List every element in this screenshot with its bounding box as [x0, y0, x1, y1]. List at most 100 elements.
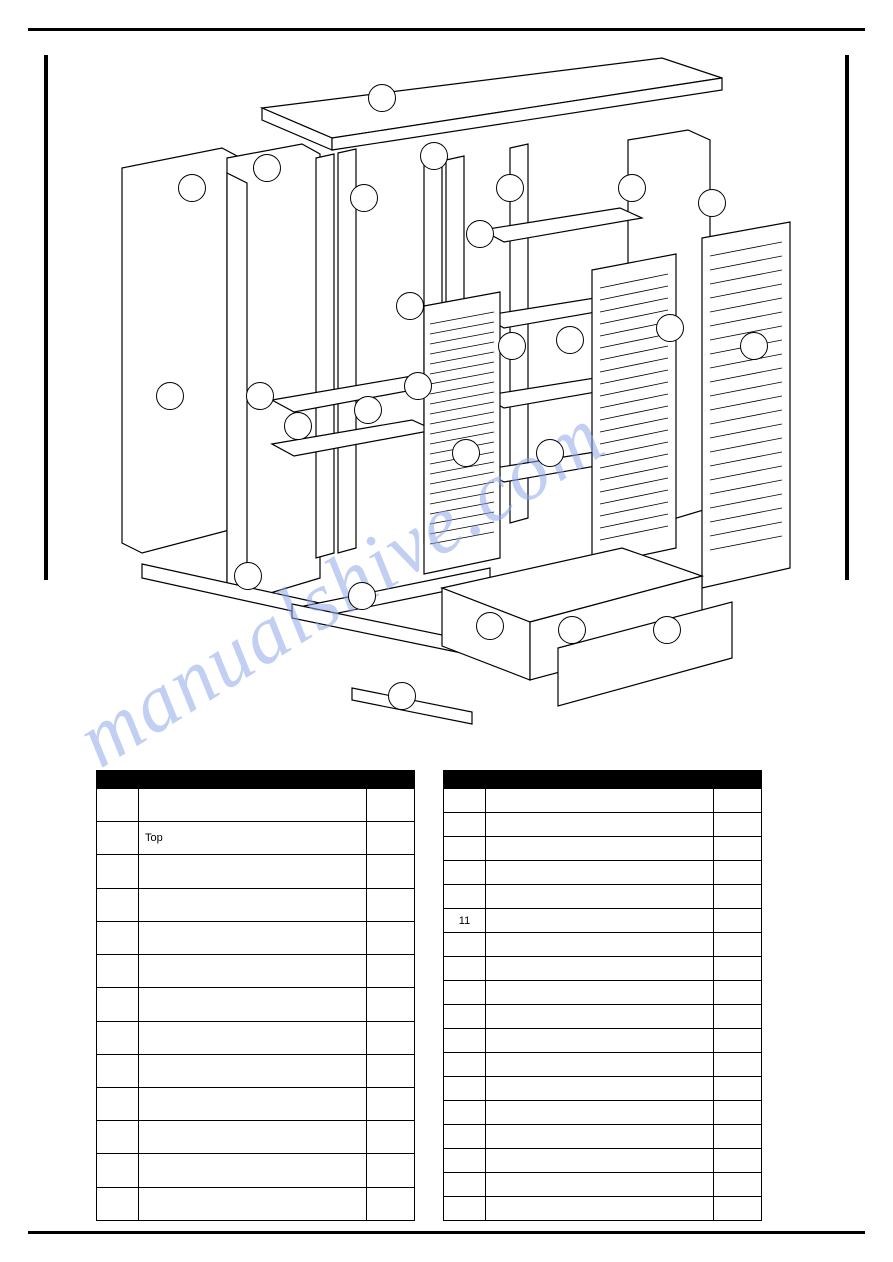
cell-no — [444, 1077, 486, 1101]
cell-qty — [367, 1054, 415, 1087]
cell-no — [444, 813, 486, 837]
cell-desc — [486, 1029, 714, 1053]
cell-qty — [714, 1005, 762, 1029]
callout-circle — [368, 84, 396, 112]
table-row — [97, 789, 415, 822]
cell-no — [97, 789, 139, 822]
cell-qty — [714, 981, 762, 1005]
cell-desc — [139, 1054, 367, 1087]
table-row — [444, 885, 762, 909]
table-row — [97, 1087, 415, 1120]
cell-no — [444, 933, 486, 957]
cell-no — [97, 921, 139, 954]
table-row — [444, 957, 762, 981]
cell-qty — [714, 1125, 762, 1149]
callout-circle — [740, 332, 768, 360]
table-row — [444, 813, 762, 837]
side-bar-left — [44, 55, 48, 580]
parts-table-left: Top — [96, 770, 415, 1221]
callout-circle — [234, 562, 262, 590]
cell-desc — [486, 1197, 714, 1221]
cell-qty — [714, 1149, 762, 1173]
cell-desc — [139, 1021, 367, 1054]
cell-desc — [139, 1187, 367, 1220]
cell-desc — [486, 1125, 714, 1149]
cell-qty — [367, 888, 415, 921]
cell-qty — [367, 1154, 415, 1187]
cell-no — [444, 861, 486, 885]
table-row: Top — [97, 822, 415, 855]
cell-qty — [367, 1021, 415, 1054]
table-row — [444, 789, 762, 813]
table-row — [444, 1173, 762, 1197]
table-row — [97, 988, 415, 1021]
callout-circle — [396, 292, 424, 320]
cell-no: 11 — [444, 909, 486, 933]
callout-circle — [284, 412, 312, 440]
cell-no — [97, 988, 139, 1021]
cell-desc — [486, 1005, 714, 1029]
table-row — [444, 1029, 762, 1053]
cell-no — [444, 1197, 486, 1221]
cell-desc — [139, 888, 367, 921]
cell-desc — [139, 1121, 367, 1154]
cell-desc — [486, 813, 714, 837]
cell-qty — [714, 1101, 762, 1125]
cell-no — [444, 789, 486, 813]
cell-qty — [714, 957, 762, 981]
callout-circle — [452, 439, 480, 467]
cell-qty — [367, 955, 415, 988]
cell-no — [97, 1021, 139, 1054]
table-row — [444, 837, 762, 861]
callout-circle — [354, 396, 382, 424]
cell-no — [444, 1173, 486, 1197]
cell-desc: Top — [139, 822, 367, 855]
table-row — [444, 1125, 762, 1149]
cell-desc — [486, 1077, 714, 1101]
cell-no — [444, 981, 486, 1005]
cell-no — [97, 1087, 139, 1120]
cell-qty — [367, 1187, 415, 1220]
cell-desc — [486, 933, 714, 957]
cell-qty — [714, 1173, 762, 1197]
table-row — [97, 1187, 415, 1220]
cell-qty — [367, 988, 415, 1021]
callout-circle — [496, 174, 524, 202]
cell-desc — [486, 1173, 714, 1197]
cell-qty — [367, 855, 415, 888]
table-row — [97, 1054, 415, 1087]
callout-circle — [348, 582, 376, 610]
cell-no — [97, 1154, 139, 1187]
callout-circle — [350, 184, 378, 212]
cell-no — [444, 1125, 486, 1149]
table-row: 11 — [444, 909, 762, 933]
cell-qty — [367, 1087, 415, 1120]
table-row — [444, 1053, 762, 1077]
callout-circle — [476, 612, 504, 640]
callout-circle — [404, 372, 432, 400]
cell-desc — [486, 789, 714, 813]
table-row — [444, 1005, 762, 1029]
cell-no — [444, 1101, 486, 1125]
callout-circle — [420, 142, 448, 170]
callout-circle — [246, 382, 274, 410]
callout-circle — [698, 189, 726, 217]
cell-no — [444, 1029, 486, 1053]
cell-no — [97, 955, 139, 988]
cell-qty — [714, 861, 762, 885]
cell-no — [444, 885, 486, 909]
cell-desc — [486, 1101, 714, 1125]
table-row — [97, 1021, 415, 1054]
cell-no — [444, 1005, 486, 1029]
cell-desc — [486, 861, 714, 885]
cell-no — [97, 1187, 139, 1220]
cell-qty — [367, 921, 415, 954]
cell-no — [97, 888, 139, 921]
cell-no — [97, 1121, 139, 1154]
table-row — [97, 955, 415, 988]
table-row — [97, 855, 415, 888]
cell-qty — [714, 1053, 762, 1077]
cell-desc — [486, 957, 714, 981]
cell-qty — [367, 789, 415, 822]
table-row — [444, 933, 762, 957]
